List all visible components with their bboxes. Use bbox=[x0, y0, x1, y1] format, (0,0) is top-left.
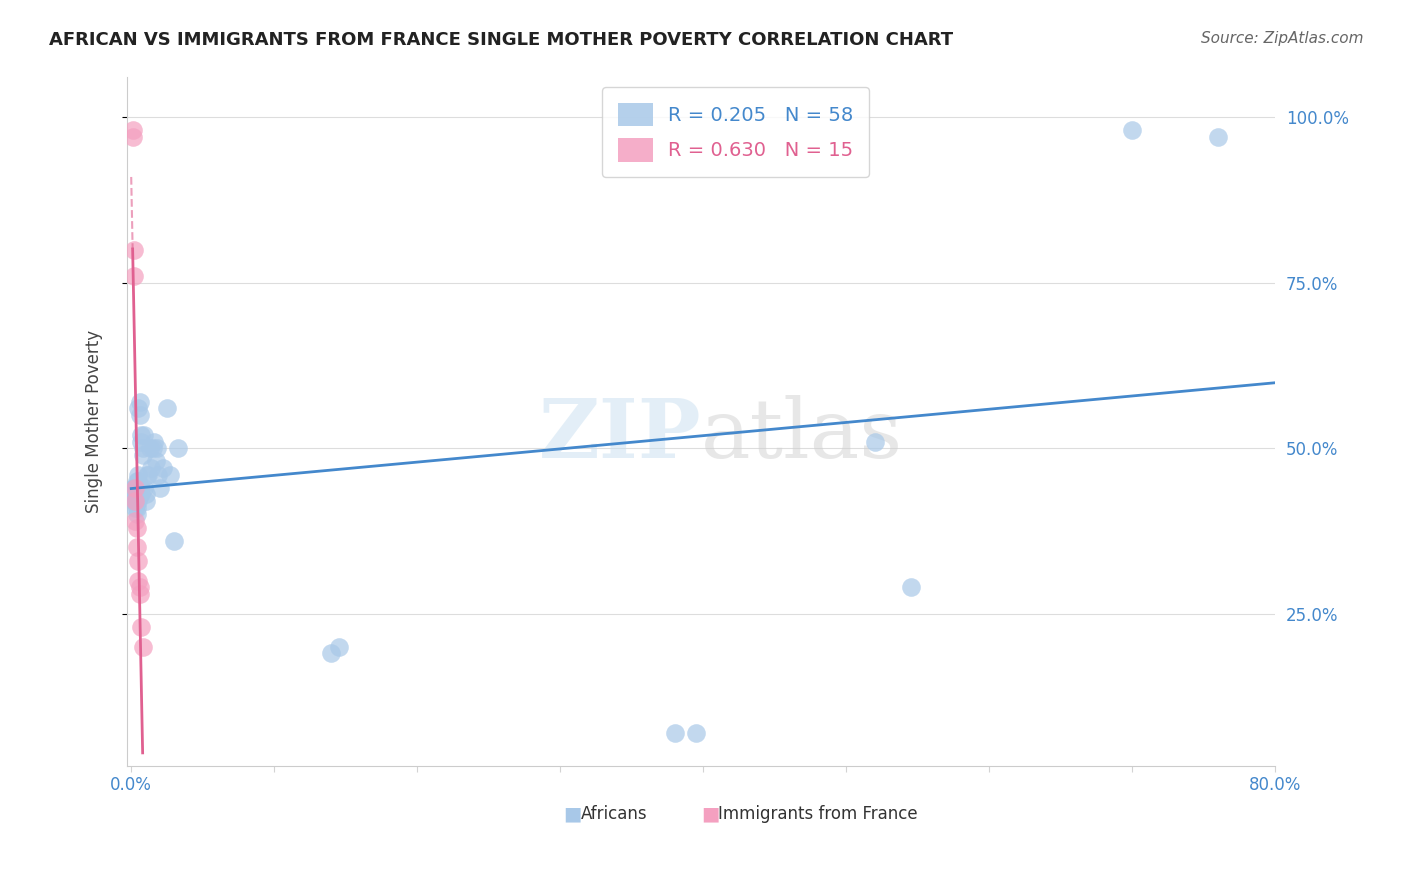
Point bbox=[132, 481, 155, 495]
Text: ZIP: ZIP bbox=[538, 395, 702, 475]
Point bbox=[127, 401, 149, 416]
Point bbox=[129, 434, 152, 449]
Point bbox=[1206, 130, 1229, 145]
Point bbox=[131, 448, 153, 462]
Point bbox=[121, 487, 143, 501]
Point bbox=[125, 475, 148, 489]
Y-axis label: Single Mother Poverty: Single Mother Poverty bbox=[86, 330, 103, 513]
Point bbox=[121, 130, 143, 145]
Point bbox=[127, 475, 149, 489]
Point bbox=[128, 481, 150, 495]
Point bbox=[128, 580, 150, 594]
Point bbox=[139, 441, 162, 455]
Point bbox=[132, 428, 155, 442]
Point bbox=[128, 587, 150, 601]
Point bbox=[129, 487, 152, 501]
Point bbox=[152, 461, 174, 475]
Point bbox=[863, 434, 886, 449]
Point bbox=[125, 541, 148, 555]
Point bbox=[145, 454, 167, 468]
Point bbox=[124, 481, 146, 495]
Point bbox=[125, 508, 148, 522]
Point bbox=[1121, 123, 1143, 137]
Point bbox=[138, 467, 160, 482]
Point bbox=[122, 494, 145, 508]
Point bbox=[685, 726, 707, 740]
Point bbox=[128, 487, 150, 501]
Point bbox=[664, 726, 686, 740]
Point bbox=[129, 620, 152, 634]
Point bbox=[125, 494, 148, 508]
Text: Immigrants from France: Immigrants from France bbox=[718, 805, 918, 823]
Point bbox=[127, 467, 149, 482]
Point bbox=[900, 580, 922, 594]
Point bbox=[134, 487, 156, 501]
Point bbox=[156, 401, 179, 416]
Point bbox=[124, 494, 146, 508]
Point bbox=[127, 481, 149, 495]
Point bbox=[124, 494, 146, 508]
Point bbox=[131, 640, 153, 654]
Point bbox=[149, 481, 172, 495]
Text: Source: ZipAtlas.com: Source: ZipAtlas.com bbox=[1201, 31, 1364, 46]
Point bbox=[136, 467, 159, 482]
Point bbox=[142, 441, 165, 455]
Point bbox=[148, 467, 170, 482]
Text: ■: ■ bbox=[702, 805, 720, 823]
Point bbox=[129, 428, 152, 442]
Point bbox=[125, 500, 148, 515]
Point bbox=[134, 494, 156, 508]
Point bbox=[122, 487, 145, 501]
Point bbox=[143, 434, 166, 449]
Point bbox=[141, 461, 163, 475]
Point bbox=[159, 467, 181, 482]
Point bbox=[125, 481, 148, 495]
Point bbox=[127, 574, 149, 588]
Point bbox=[125, 520, 148, 534]
Point bbox=[122, 268, 145, 283]
Point bbox=[121, 123, 143, 137]
Point bbox=[131, 441, 153, 455]
Point bbox=[167, 441, 190, 455]
Point bbox=[121, 481, 143, 495]
Point bbox=[328, 640, 350, 654]
Text: Africans: Africans bbox=[581, 805, 647, 823]
Point bbox=[122, 481, 145, 495]
Point bbox=[124, 514, 146, 528]
Point bbox=[321, 646, 343, 660]
Point bbox=[127, 494, 149, 508]
Point bbox=[128, 408, 150, 422]
Legend: R = 0.205   N = 58, R = 0.630   N = 15: R = 0.205 N = 58, R = 0.630 N = 15 bbox=[602, 87, 869, 178]
Point bbox=[127, 554, 149, 568]
Text: ■: ■ bbox=[564, 805, 582, 823]
Point bbox=[163, 533, 186, 548]
Point bbox=[124, 481, 146, 495]
Point bbox=[129, 481, 152, 495]
Point bbox=[122, 243, 145, 257]
Point bbox=[127, 487, 149, 501]
Point bbox=[125, 487, 148, 501]
Point bbox=[124, 487, 146, 501]
Point bbox=[124, 500, 146, 515]
Text: AFRICAN VS IMMIGRANTS FROM FRANCE SINGLE MOTHER POVERTY CORRELATION CHART: AFRICAN VS IMMIGRANTS FROM FRANCE SINGLE… bbox=[49, 31, 953, 49]
Text: atlas: atlas bbox=[702, 395, 903, 475]
Point bbox=[128, 394, 150, 409]
Point bbox=[146, 441, 169, 455]
